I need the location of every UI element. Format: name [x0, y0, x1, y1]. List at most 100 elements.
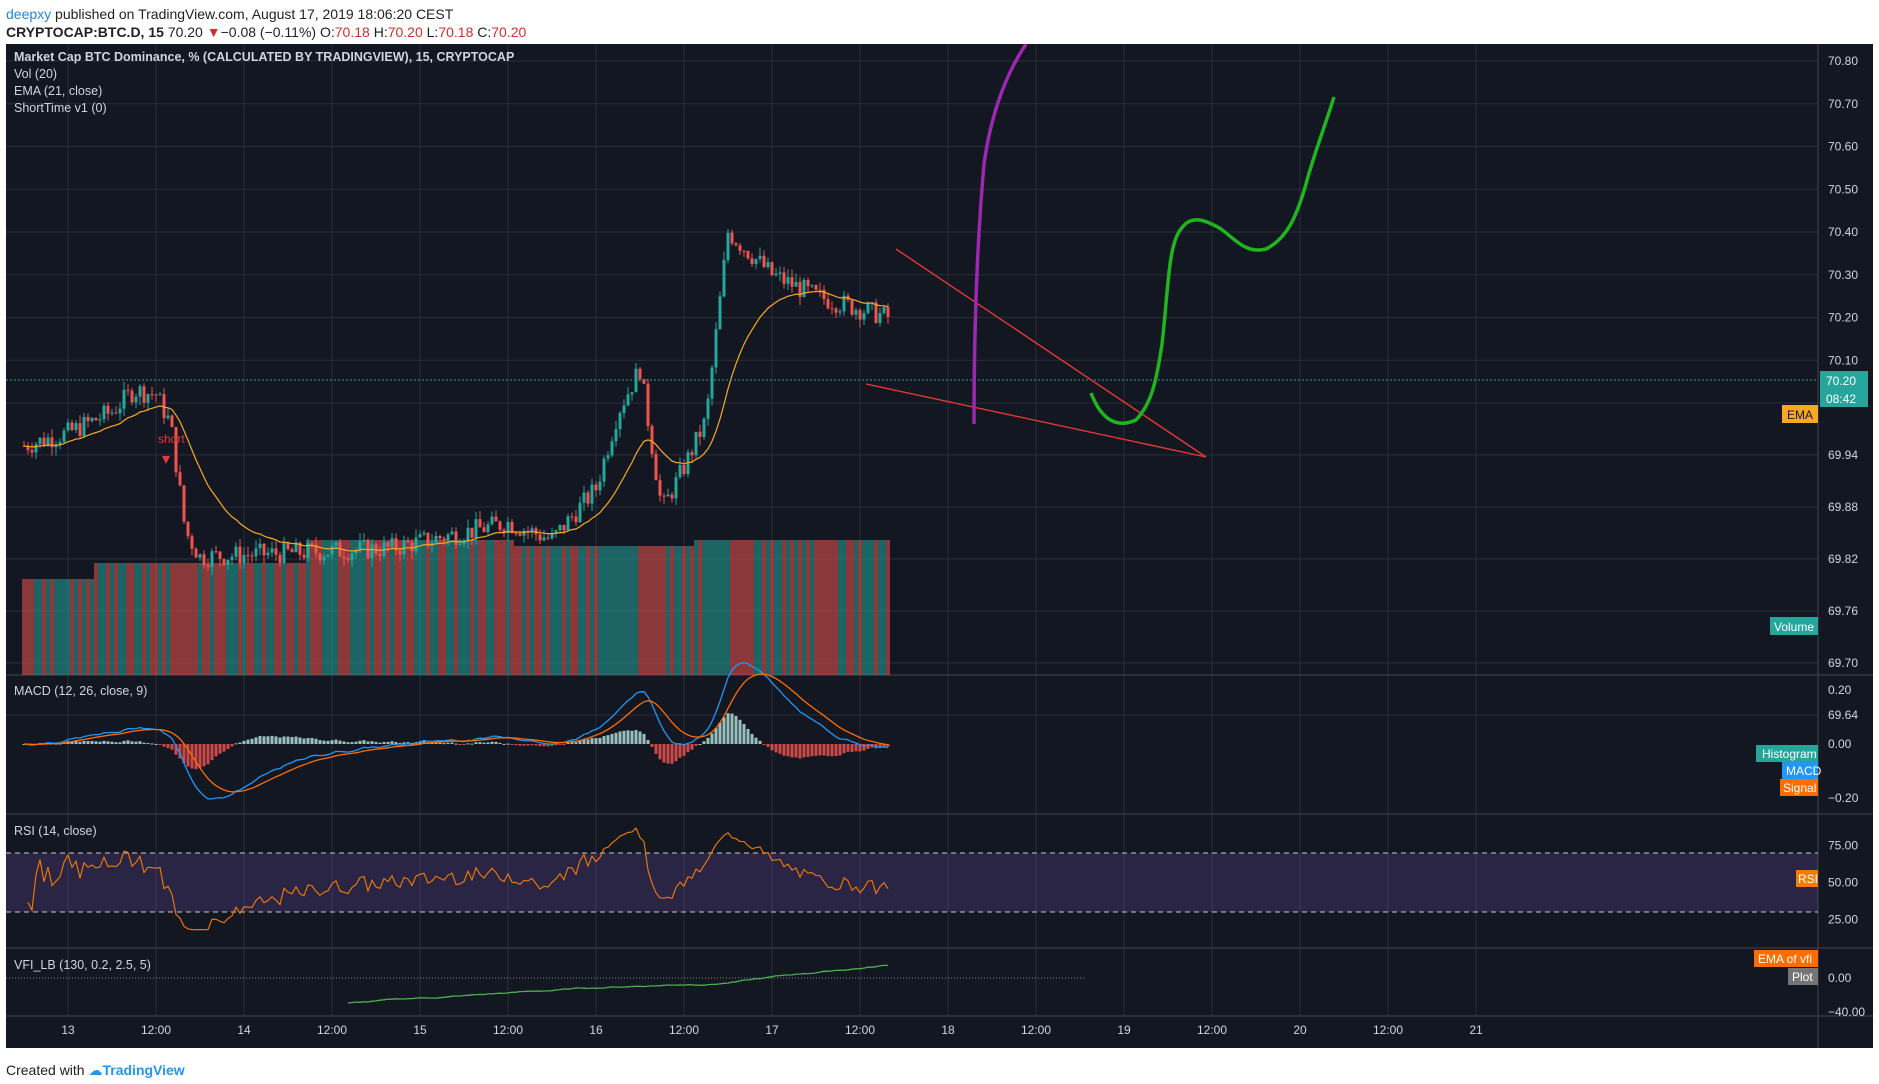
candle-body	[474, 519, 478, 538]
candle-body	[50, 437, 54, 448]
histogram-bar	[658, 744, 662, 760]
green-projection-line[interactable]	[1089, 96, 1336, 425]
candle-body	[610, 441, 614, 456]
histogram-bar	[230, 744, 234, 747]
candle-body	[86, 416, 90, 422]
volume-bar	[474, 540, 478, 675]
candle-body	[138, 386, 142, 397]
volume-bar	[338, 540, 342, 675]
histogram-bar	[522, 744, 526, 746]
volume-bar	[758, 540, 762, 675]
volume-bar	[762, 540, 766, 675]
histogram-bar	[838, 744, 842, 756]
candle-body	[178, 472, 182, 486]
grid-lines	[6, 44, 1818, 1016]
histogram-bar	[790, 744, 794, 758]
volume-bar	[254, 563, 258, 675]
volume-bar	[246, 563, 250, 675]
candle-body	[574, 516, 578, 523]
candle-body	[594, 484, 598, 491]
candle-body	[234, 546, 238, 557]
volume-bar	[94, 563, 98, 675]
candle-body	[162, 394, 166, 419]
svg-text:EMA: EMA	[1787, 408, 1813, 422]
candle-body	[626, 394, 630, 406]
candle-body	[398, 550, 402, 555]
volume-bar	[726, 540, 730, 675]
candle-body	[754, 258, 758, 264]
time-axis[interactable]: 13 12:00 14 12:00 15 12:00 16 12:00 17 12:00 18 12:…	[61, 1023, 1483, 1037]
candle-body	[98, 419, 102, 421]
candle-body	[350, 553, 354, 561]
histogram-bar	[698, 743, 702, 745]
volume-bar	[374, 540, 378, 675]
histogram-bar	[826, 744, 830, 757]
candle-body	[874, 302, 878, 323]
histogram-bar	[638, 731, 642, 744]
candle-body	[150, 394, 154, 396]
purple-projection-line[interactable]	[972, 44, 1028, 425]
candle-body	[662, 495, 666, 497]
histogram-bar	[210, 744, 214, 761]
time-tick-label: 12:00	[669, 1023, 699, 1037]
price-tick-label: 69.64	[1828, 708, 1858, 722]
volume-bar	[842, 540, 846, 675]
volume-bar	[218, 563, 222, 675]
candle-body	[330, 545, 334, 555]
candle-body	[854, 309, 858, 315]
candle-body	[78, 423, 82, 437]
candle-body	[70, 422, 74, 430]
triangle-drawing[interactable]	[865, 248, 1207, 458]
price-axis[interactable]: 70.80 70.70 70.60 70.50 70.40 70.30 70.20 70.10…	[1828, 54, 1865, 1019]
histogram-bar	[202, 744, 206, 767]
histogram-bar	[102, 740, 106, 744]
histogram-bar	[262, 736, 266, 744]
candle-body	[774, 273, 778, 276]
volume-bar	[202, 563, 206, 675]
volume-bar	[702, 540, 706, 675]
plot-tag: Plot	[1788, 968, 1818, 985]
tradingview-logo-icon[interactable]: ☁	[88, 1062, 103, 1078]
volume-bar	[446, 540, 450, 675]
candle-body	[270, 548, 274, 553]
candle-body	[154, 394, 158, 396]
time-tick-label: 17	[765, 1023, 779, 1037]
volume-bar	[222, 563, 226, 675]
price-candles	[22, 228, 890, 576]
histogram-bar	[286, 736, 290, 744]
author-link[interactable]: deepxy	[6, 6, 52, 22]
tradingview-brand[interactable]: TradingView	[102, 1062, 185, 1078]
volume-bar	[498, 540, 502, 675]
candle-body	[566, 516, 570, 531]
rsi-band	[6, 853, 1818, 912]
candle-body	[298, 542, 302, 555]
histogram-bar	[498, 742, 502, 744]
candle-body	[862, 313, 866, 320]
histogram-bar	[538, 744, 542, 747]
volume-bar	[818, 540, 822, 675]
candle-body	[522, 530, 526, 536]
histogram-bar	[342, 741, 346, 744]
volume-bar	[658, 546, 662, 675]
candle-body	[38, 437, 42, 445]
time-tick-label: 12:00	[1373, 1023, 1403, 1037]
price-tick-label: 70.80	[1828, 54, 1858, 68]
chart-canvas[interactable]: short 70.80 70.70 70.60 70.50 70.40 70.30 70.2…	[6, 44, 1873, 1048]
histogram-bar	[518, 744, 522, 746]
candle-body	[482, 527, 486, 533]
volume-bar	[98, 563, 102, 675]
histogram-bar	[398, 742, 402, 744]
histogram-bar	[86, 740, 90, 744]
volume-bar	[774, 540, 778, 675]
candle-body	[146, 394, 150, 403]
candle-body	[530, 528, 534, 532]
candle-body	[598, 481, 602, 491]
volume-bar	[638, 546, 642, 675]
chart-svg[interactable]: short 70.80 70.70 70.60 70.50 70.40 70.30 70.2…	[6, 44, 1873, 1048]
candle-body	[694, 431, 698, 456]
volume-bar	[586, 546, 590, 675]
volume-bar	[298, 563, 302, 675]
volume-bar	[558, 546, 562, 675]
histogram-bar	[134, 741, 138, 744]
volume-bar	[810, 540, 814, 675]
